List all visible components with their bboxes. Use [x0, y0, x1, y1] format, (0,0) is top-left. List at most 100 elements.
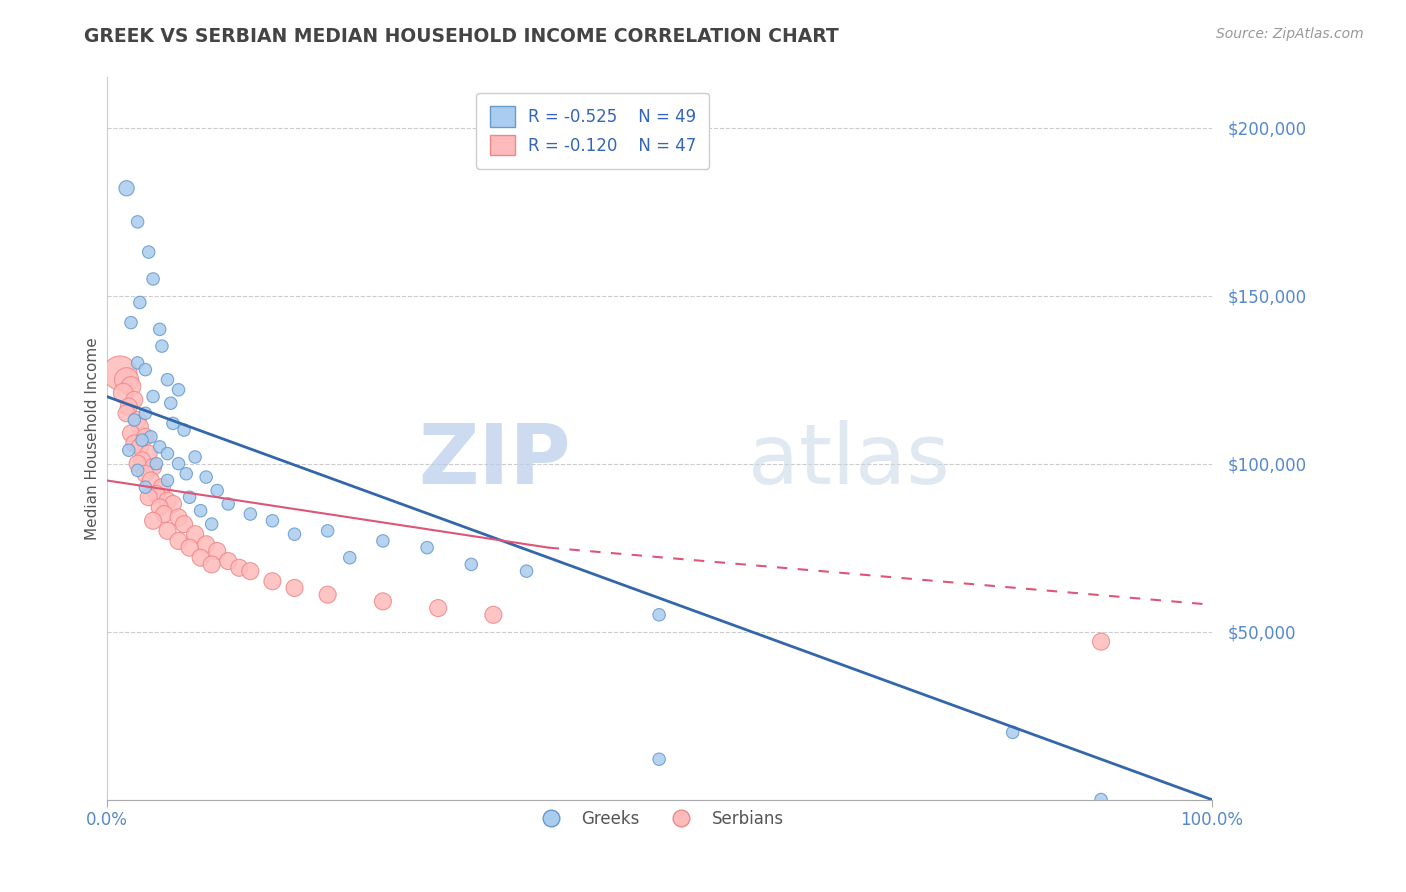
- Point: [201, 558, 224, 572]
- Point: [1001, 725, 1024, 739]
- Point: [128, 440, 150, 454]
- Point: [167, 457, 190, 471]
- Point: [195, 537, 218, 551]
- Point: [127, 463, 149, 477]
- Point: [134, 406, 156, 420]
- Point: [195, 470, 218, 484]
- Point: [262, 514, 284, 528]
- Point: [128, 295, 150, 310]
- Point: [120, 316, 142, 330]
- Point: [173, 423, 195, 437]
- Point: [150, 339, 173, 353]
- Point: [142, 514, 165, 528]
- Y-axis label: Median Household Income: Median Household Income: [86, 337, 100, 540]
- Point: [316, 524, 339, 538]
- Point: [648, 752, 671, 766]
- Point: [131, 433, 153, 447]
- Point: [138, 447, 160, 461]
- Text: GREEK VS SERBIAN MEDIAN HOUSEHOLD INCOME CORRELATION CHART: GREEK VS SERBIAN MEDIAN HOUSEHOLD INCOME…: [84, 27, 839, 45]
- Point: [162, 497, 184, 511]
- Legend: Greeks, Serbians: Greeks, Serbians: [529, 803, 790, 835]
- Point: [162, 417, 184, 431]
- Point: [128, 419, 150, 434]
- Point: [184, 527, 207, 541]
- Point: [460, 558, 482, 572]
- Point: [118, 400, 141, 414]
- Point: [127, 413, 149, 427]
- Point: [142, 390, 165, 404]
- Text: Source: ZipAtlas.com: Source: ZipAtlas.com: [1216, 27, 1364, 41]
- Point: [156, 493, 179, 508]
- Point: [179, 541, 201, 555]
- Point: [124, 392, 146, 407]
- Point: [138, 490, 160, 504]
- Text: atlas: atlas: [748, 419, 949, 500]
- Point: [339, 550, 361, 565]
- Point: [131, 453, 153, 467]
- Point: [515, 564, 537, 578]
- Point: [139, 430, 162, 444]
- Point: [184, 450, 207, 464]
- Point: [108, 366, 131, 380]
- Point: [156, 373, 179, 387]
- Point: [156, 447, 179, 461]
- Point: [134, 467, 156, 481]
- Point: [201, 517, 224, 532]
- Point: [115, 181, 138, 195]
- Point: [228, 561, 250, 575]
- Point: [150, 480, 173, 494]
- Point: [115, 406, 138, 420]
- Point: [239, 564, 262, 578]
- Point: [217, 554, 239, 568]
- Point: [217, 497, 239, 511]
- Point: [167, 383, 190, 397]
- Point: [124, 436, 146, 450]
- Point: [159, 396, 181, 410]
- Point: [205, 483, 228, 498]
- Point: [127, 215, 149, 229]
- Point: [120, 426, 142, 441]
- Point: [190, 550, 212, 565]
- Point: [134, 480, 156, 494]
- Point: [156, 474, 179, 488]
- Point: [134, 362, 156, 376]
- Point: [648, 607, 671, 622]
- Point: [167, 510, 190, 524]
- Point: [174, 467, 197, 481]
- Point: [179, 490, 201, 504]
- Point: [1090, 634, 1112, 648]
- Point: [262, 574, 284, 589]
- Point: [427, 601, 450, 615]
- Point: [190, 504, 212, 518]
- Point: [482, 607, 505, 622]
- Point: [239, 507, 262, 521]
- Point: [145, 457, 167, 471]
- Point: [115, 373, 138, 387]
- Point: [124, 413, 146, 427]
- Point: [283, 581, 305, 595]
- Point: [149, 500, 172, 515]
- Point: [149, 322, 172, 336]
- Text: ZIP: ZIP: [418, 419, 571, 500]
- Point: [127, 457, 149, 471]
- Point: [127, 356, 149, 370]
- Point: [205, 544, 228, 558]
- Point: [167, 533, 190, 548]
- Point: [142, 460, 165, 475]
- Point: [316, 588, 339, 602]
- Point: [149, 440, 172, 454]
- Point: [371, 594, 394, 608]
- Point: [145, 487, 167, 501]
- Point: [283, 527, 305, 541]
- Point: [371, 533, 394, 548]
- Point: [138, 245, 160, 260]
- Point: [139, 474, 162, 488]
- Point: [118, 443, 141, 458]
- Point: [134, 430, 156, 444]
- Point: [153, 507, 176, 521]
- Point: [156, 524, 179, 538]
- Point: [120, 379, 142, 393]
- Point: [112, 386, 135, 401]
- Point: [173, 517, 195, 532]
- Point: [1090, 792, 1112, 806]
